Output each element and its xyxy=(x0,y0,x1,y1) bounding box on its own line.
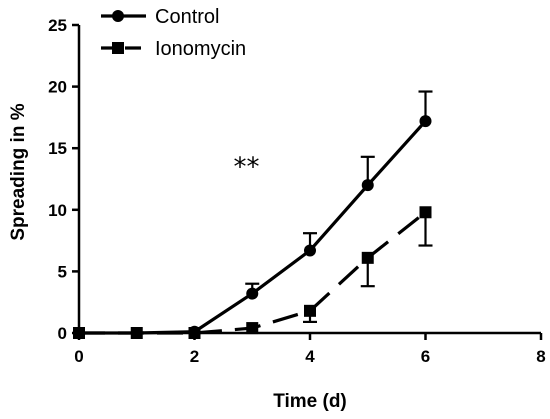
data-point-square xyxy=(246,322,259,335)
legend-label: Ionomycin xyxy=(155,38,246,60)
y-tick-label: 20 xyxy=(48,78,67,97)
x-tick-label: 2 xyxy=(190,347,199,366)
series-ionomycin xyxy=(73,206,433,339)
x-tick-label: 8 xyxy=(536,347,545,366)
y-tick-label: 25 xyxy=(48,16,67,35)
y-tick-label: 0 xyxy=(58,324,67,343)
series-line xyxy=(79,211,427,335)
legend-label: Control xyxy=(155,6,219,28)
data-point-circle xyxy=(304,244,316,257)
y-tick-label: 10 xyxy=(48,201,67,220)
series-control xyxy=(73,90,433,339)
data-point-square xyxy=(419,206,432,219)
legend-marker-square xyxy=(112,42,124,54)
x-tick-label: 6 xyxy=(421,347,430,366)
y-axis-title: Spreading in % xyxy=(8,103,29,240)
data-point-square xyxy=(130,327,143,339)
data-point-circle xyxy=(419,115,432,128)
series-layer: ** xyxy=(73,90,433,339)
data-point-square xyxy=(73,327,85,339)
data-point-square xyxy=(304,304,316,317)
data-point-circle xyxy=(246,287,259,300)
y-tick-label: 15 xyxy=(48,139,67,158)
data-point-square xyxy=(361,251,374,264)
y-tick-label: 5 xyxy=(58,262,67,281)
x-axis-title: Time (d) xyxy=(273,391,347,412)
legend-item-control: Control xyxy=(101,6,219,28)
legend-marker-circle xyxy=(112,10,124,22)
x-tick-label: 4 xyxy=(305,347,315,366)
data-point-circle xyxy=(361,179,374,192)
significance-annotation: ** xyxy=(233,152,259,182)
data-point-square xyxy=(188,327,201,339)
legend: Control Ionomycin xyxy=(101,6,246,60)
legend-item-ionomycin: Ionomycin xyxy=(101,38,246,60)
axes: 0 2 4 6 8 0 5 10 15 20 25 xyxy=(48,16,546,366)
x-tick-label: 0 xyxy=(74,347,83,366)
